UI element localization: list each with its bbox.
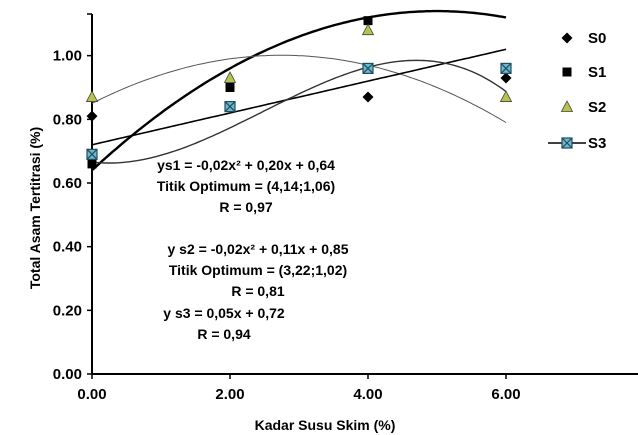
y-axis-title: Total Asam Tertitrasi (%) <box>27 127 43 289</box>
legend-label-s2: S2 <box>588 99 606 116</box>
x-tick-label: 4.00 <box>353 386 382 403</box>
y-tick-label: 0.20 <box>53 302 82 319</box>
x-tick-label: 2.00 <box>215 386 244 403</box>
point-s0 <box>86 110 98 122</box>
y-tick-label: 0.60 <box>53 175 82 192</box>
trendline-s3 <box>91 48 507 146</box>
point-s1 <box>363 16 373 26</box>
annotation-s3: y s3 = 0,05x + 0,72 R = 0,94 <box>163 305 285 342</box>
annotation-s3-equation: y s3 = 0,05x + 0,72 <box>163 305 285 321</box>
y-tick-label: 0.00 <box>53 366 82 383</box>
point-s2 <box>223 71 237 83</box>
marker-cross <box>224 101 236 113</box>
point-s3 <box>362 62 374 75</box>
point-s2 <box>361 23 375 36</box>
legend-marker-s1 <box>562 67 572 77</box>
legend-marker-s3 <box>561 137 573 149</box>
x-axis-title: Kadar Susu Skim (%) <box>255 417 396 433</box>
legend-label-s3: S3 <box>588 135 606 152</box>
point-s2 <box>499 90 513 102</box>
annotation-s1-equation: ys1 = -0,02x² + 0,20x + 0,64 <box>157 157 335 173</box>
legend-label-s1: S1 <box>588 64 606 81</box>
annotation-s1-r: R = 0,97 <box>219 199 273 215</box>
point-s2 <box>85 90 99 102</box>
marker-cross <box>86 148 98 160</box>
legend-marker-s0 <box>561 32 573 44</box>
point-s3 <box>500 62 512 75</box>
point-s0 <box>500 72 512 84</box>
point-s3 <box>224 100 236 113</box>
legend-label-s0: S0 <box>588 30 606 47</box>
trendline-s0 <box>91 59 507 164</box>
annotation-s3-r: R = 0,94 <box>197 326 251 342</box>
legend-marker-s2 <box>560 100 574 112</box>
point-s1 <box>87 159 97 169</box>
point-s0 <box>362 91 374 103</box>
marker-cross <box>561 137 573 149</box>
trendline-s2 <box>91 54 507 123</box>
trendlines <box>91 9 507 172</box>
y-tick-label: 0.40 <box>53 239 82 256</box>
annotation-s1-optimum: Titik Optimum = (4,14;1,06) <box>157 178 335 194</box>
annotation-s2-equation: y s2 = -0,02x² + 0,11x + 0,85 <box>168 241 349 257</box>
annotation-s2-r: R = 0,81 <box>231 283 285 299</box>
x-tick-label: 6.00 <box>491 386 520 403</box>
marker-cross <box>500 62 512 74</box>
y-tick-label: 0.80 <box>53 111 82 128</box>
annotation-s1: ys1 = -0,02x² + 0,20x + 0,64 Titik Optim… <box>157 157 335 215</box>
annotation-s2: y s2 = -0,02x² + 0,11x + 0,85 Titik Opti… <box>168 241 349 299</box>
trendline-s1 <box>91 9 507 172</box>
x-tick-label: 0.00 <box>77 386 106 403</box>
marker-cross <box>362 62 374 74</box>
axes: 0.00 0.20 0.40 0.60 0.80 1.00 0.00 2.00 4.00 6.00… <box>53 13 638 403</box>
point-s3 <box>86 148 98 160</box>
point-s1 <box>225 83 235 92</box>
annotation-s2-optimum: Titik Optimum = (3,22;1,02) <box>169 262 347 278</box>
data-points <box>85 16 513 169</box>
y-tick-label: 1.00 <box>53 48 82 65</box>
legend: S0 S1 S2 S3 <box>548 30 606 152</box>
